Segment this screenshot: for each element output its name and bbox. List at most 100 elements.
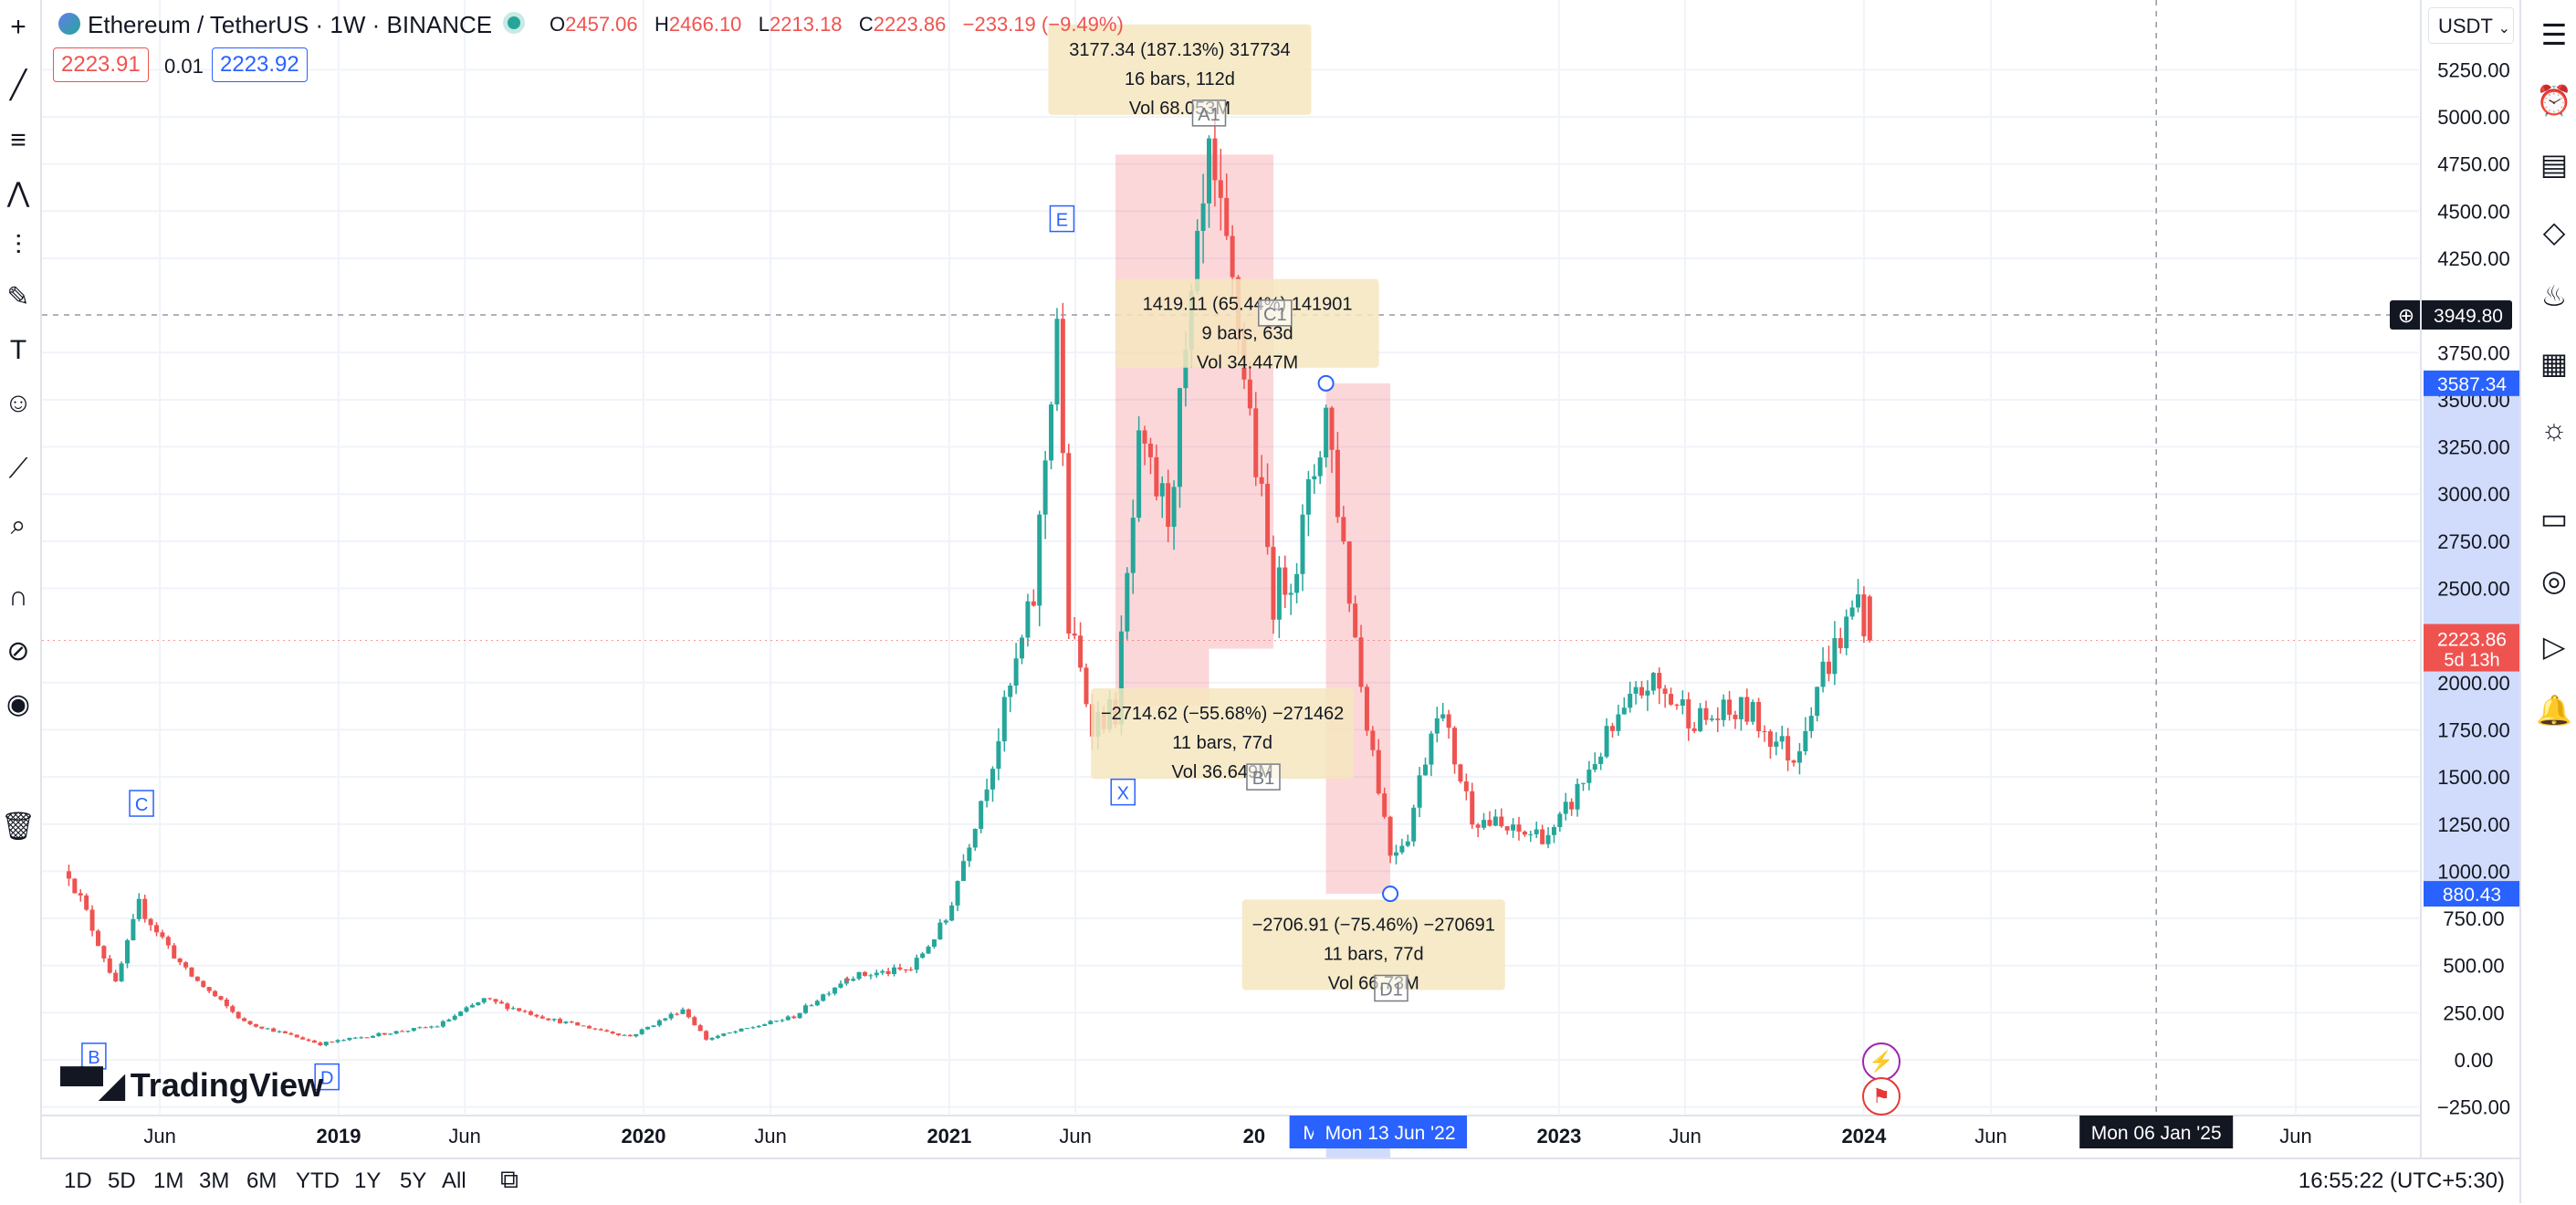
candle-body [1680,699,1685,706]
candle-body [1072,633,1077,636]
sell-price-button[interactable]: 2223.91 [53,47,149,82]
currency-select[interactable]: USDT ⌄ [2428,7,2514,44]
timeframe-6m[interactable]: 6M [246,1168,277,1193]
candle-body [1335,449,1340,518]
countdown-label: 5d 13h [2444,651,2499,671]
last-price-label: 2223.86 [2437,630,2507,651]
candle-body [218,996,224,1000]
timeframe-ytd[interactable]: YTD [296,1168,340,1193]
candle-body [359,1037,364,1039]
date-range-icon[interactable]: ⧉ [500,1165,518,1193]
candle-body [142,898,148,919]
candle-body [832,987,838,994]
brush-icon[interactable]: ✎ [6,282,30,312]
ideas-icon[interactable]: ☼ [2540,413,2568,445]
emoji-icon[interactable]: ☺ [4,388,33,418]
change-value: −233.19 (−9.49%) [962,13,1124,36]
candle-body [1511,824,1516,831]
us-flag-event-icon[interactable]: ⚑ [1862,1077,1901,1116]
candle-body [1341,517,1346,542]
timeframe-1m[interactable]: 1M [153,1168,184,1193]
candle-body [1796,750,1802,763]
news-icon[interactable]: ▤ [2539,148,2569,181]
pattern-icon[interactable]: ⋀ [6,178,30,208]
prediction-icon[interactable]: ⫶ [15,231,22,261]
time-tick-label: Jun [2279,1125,2311,1147]
fib-icon[interactable]: ≡ [10,125,26,155]
replay-icon[interactable]: ▷ [2542,630,2566,663]
price-tick-label: 250.00 [2443,1001,2504,1024]
magnet-icon[interactable]: ∩ [8,582,28,612]
timeframe-5d[interactable]: 5D [108,1168,136,1193]
candle-body [756,1025,761,1028]
candle-body [347,1037,352,1041]
alerts-icon[interactable]: ⏰ [2536,84,2572,117]
time-tick-label: Jun [1669,1125,1701,1147]
point-label-c: C [135,795,148,815]
trash-icon[interactable]: 🗑 [0,812,37,842]
timeframe-all[interactable]: All [442,1168,466,1193]
zoom-icon[interactable]: ⌕ [10,510,26,540]
candle-body [1177,388,1182,487]
symbol-title[interactable]: Ethereum / TetherUS · 1W · BINANCE [88,11,493,38]
candle-body [1399,845,1405,853]
layers-icon[interactable]: ◇ [2542,215,2566,248]
price-tick-label: 750.00 [2443,907,2504,930]
point-label-c1: C1 [1263,305,1287,325]
candle-body [768,1021,773,1025]
lock-drawings-icon[interactable]: ⊘ [6,636,30,666]
candle-body [1569,802,1575,810]
timeframe-1d[interactable]: 1D [64,1168,92,1193]
candle-body [1662,688,1668,695]
timeframe-1y[interactable]: 1Y [354,1168,382,1193]
streams-icon[interactable]: ◎ [2541,564,2567,597]
trend-line-icon[interactable]: ╱ [9,70,27,100]
candle-body [1025,601,1031,638]
candle-body [335,1040,340,1043]
ruler-icon[interactable]: ⟋ [8,454,28,484]
candle-body [1458,764,1463,782]
chat-icon[interactable]: ▭ [2539,502,2569,535]
candle-body [949,905,955,921]
candle-body [885,970,891,975]
market-open-icon [508,16,520,29]
candle-body [1376,749,1381,794]
calendar-icon[interactable]: ▦ [2539,347,2569,380]
time-tick-label: 2019 [317,1125,361,1147]
lightning-event-icon[interactable]: ⚡ [1862,1043,1901,1081]
candle-body [206,987,212,991]
candle-body [862,971,867,976]
candle-body [1037,514,1042,606]
candle-body [95,930,100,947]
hotlist-icon[interactable]: ♨ [2540,279,2568,312]
point-label-d: D [320,1069,333,1089]
time-tick-label: Jun [448,1125,480,1147]
candle-body [587,1025,592,1029]
price-tick-label: 2750.00 [2437,530,2510,553]
crosshair-date-label: Mon 06 Jan '25 [2091,1123,2222,1144]
candle-body [1727,699,1733,715]
range-start-handle [1317,374,1335,392]
candle-body [622,1034,627,1036]
watchlist-icon[interactable]: ☰ [2540,18,2568,51]
price-tick-label: 4500.00 [2437,200,2510,223]
timeframe-3m[interactable]: 3M [199,1168,230,1193]
buy-price-button[interactable]: 2223.92 [212,47,308,82]
candle-body [1867,596,1872,641]
candle-body [892,967,897,975]
timeframe-5y[interactable]: 5Y [400,1168,427,1193]
notifications-icon[interactable]: 🔔 [2536,694,2572,727]
candle-body [821,994,826,1001]
point-label-box [129,790,154,817]
candle-body [481,998,487,1003]
text-icon[interactable]: T [9,335,27,365]
eye-icon[interactable]: ◉ [5,689,31,719]
candle-body [592,1028,598,1030]
candle-body [1207,138,1212,204]
candle-body [1540,829,1545,844]
candle-body [1470,791,1475,825]
candle-body [1844,616,1849,649]
crosshair-icon[interactable]: + [10,12,26,42]
candle-body [1212,138,1218,181]
